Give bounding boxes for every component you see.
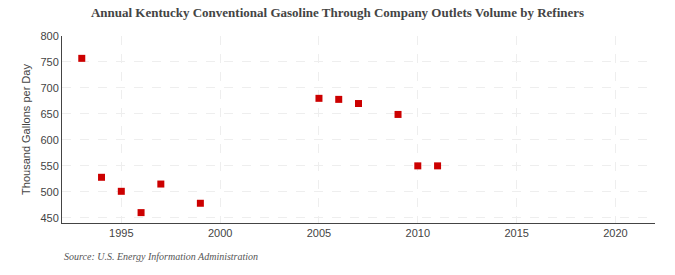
svg-text:450: 450 — [40, 212, 58, 224]
svg-text:Thousand Gallons per Day: Thousand Gallons per Day — [20, 64, 32, 195]
svg-text:2020: 2020 — [603, 227, 627, 239]
svg-text:650: 650 — [40, 108, 58, 120]
svg-text:1995: 1995 — [109, 227, 133, 239]
svg-text:2010: 2010 — [406, 227, 430, 239]
svg-text:2005: 2005 — [307, 227, 331, 239]
svg-text:2000: 2000 — [208, 227, 232, 239]
svg-text:600: 600 — [40, 134, 58, 146]
svg-text:700: 700 — [40, 82, 58, 94]
svg-text:2015: 2015 — [504, 227, 528, 239]
svg-text:Annual Kentucky Conventional G: Annual Kentucky Conventional Gasoline Th… — [91, 5, 584, 20]
svg-text:Source: U.S. Energy Informatio: Source: U.S. Energy Information Administ… — [64, 251, 258, 262]
svg-text:550: 550 — [40, 160, 58, 172]
svg-text:800: 800 — [40, 30, 58, 42]
svg-text:750: 750 — [40, 56, 58, 68]
svg-text:500: 500 — [40, 186, 58, 198]
